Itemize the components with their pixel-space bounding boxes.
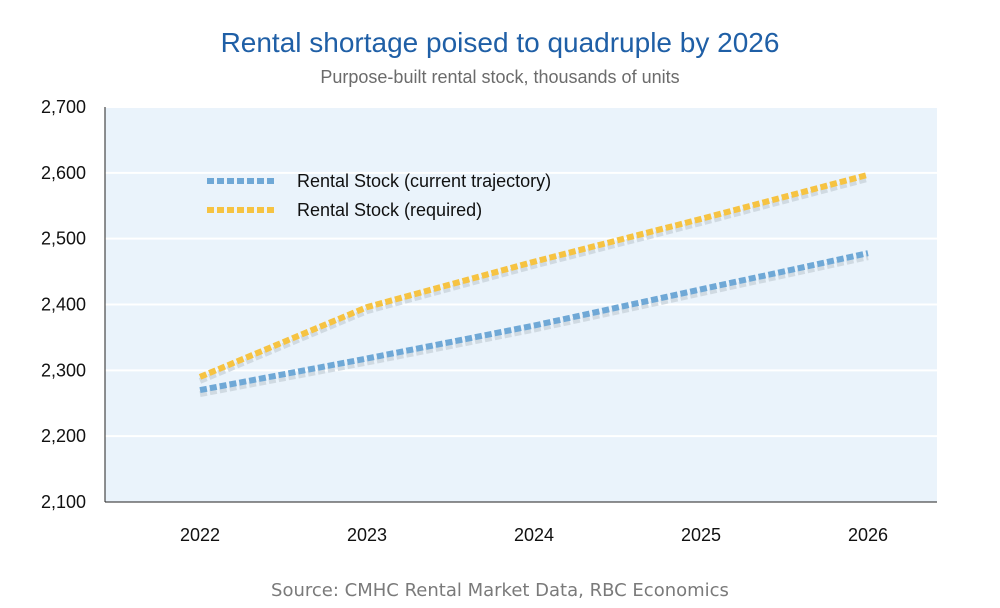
gridlines (105, 106, 937, 438)
x-tick-label: 2023 (347, 525, 387, 545)
y-tick-label: 2,600 (41, 163, 86, 183)
x-tick-label: 2024 (514, 525, 554, 545)
chart-subtitle: Purpose-built rental stock, thousands of… (320, 67, 680, 87)
y-tick-label: 2,200 (41, 426, 86, 446)
axes (104, 107, 937, 503)
y-tick-label: 2,300 (41, 360, 86, 380)
chart-source: Source: CMHC Rental Market Data, RBC Eco… (271, 580, 729, 601)
series-lines (198, 171, 869, 398)
legend-label: Rental Stock (current trajectory) (297, 171, 551, 191)
series-line (199, 250, 869, 394)
series-line-shadow (199, 254, 869, 398)
y-axis-ticks: 2,100 2,200 2,300 2,400 2,500 2,600 2,700 (41, 97, 86, 512)
y-tick-label: 2,700 (41, 97, 86, 117)
x-tick-label: 2025 (681, 525, 721, 545)
series-line-shadow (198, 175, 869, 384)
series-line (198, 171, 869, 380)
y-tick-label: 2,500 (41, 229, 86, 249)
y-tick-label: 2,100 (41, 492, 86, 512)
legend: Rental Stock (current trajectory) Rental … (207, 171, 551, 220)
chart-title: Rental shortage poised to quadruple by 2… (220, 27, 780, 58)
y-tick-label: 2,400 (41, 295, 86, 315)
x-axis-ticks: 2022 2023 2024 2025 2026 (180, 525, 888, 545)
x-tick-label: 2022 (180, 525, 220, 545)
legend-label: Rental Stock (required) (297, 200, 482, 220)
x-tick-label: 2026 (848, 525, 888, 545)
